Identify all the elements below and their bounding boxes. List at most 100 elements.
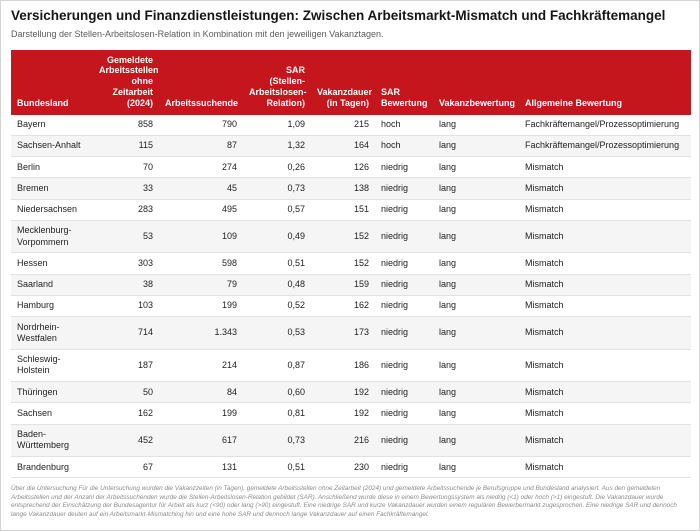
value-cell: 0,87: [287, 359, 305, 370]
value-cell: 0,51: [287, 257, 305, 268]
value-cell: Mismatch: [525, 386, 564, 397]
value-cell: 84: [226, 386, 237, 397]
value-cell: Mismatch: [525, 434, 564, 445]
value-cell: 0,26: [287, 161, 305, 172]
value-cell: 79: [226, 279, 237, 290]
value-cell: 199: [221, 300, 237, 311]
value-cell: 186: [353, 359, 369, 370]
value-cell: niedrig: [381, 359, 409, 370]
value-cell: lang: [439, 407, 457, 418]
value-cell: lang: [439, 230, 457, 241]
bundesland-cell: Thüringen: [17, 386, 58, 397]
table-row: Nordrhein-Westfalen 714 1.343 0,53 173 niedri…: [11, 316, 691, 350]
value-cell: lang: [439, 300, 457, 311]
value-cell: 87: [226, 140, 237, 151]
value-cell: niedrig: [381, 461, 409, 472]
value-cell: 138: [353, 182, 369, 193]
value-cell: lang: [439, 204, 457, 215]
value-cell: 103: [137, 300, 153, 311]
value-cell: 109: [221, 230, 237, 241]
value-cell: 283: [137, 204, 153, 215]
value-cell: 50: [142, 386, 153, 397]
value-cell: Mismatch: [525, 359, 564, 370]
table-row: Sachsen 162 199 0,81 192 niedrig lang Mismatch: [11, 403, 691, 425]
value-cell: 1,09: [287, 119, 305, 130]
bundesland-data-table: Bundesland Gemeldete Arbeitsstellen ohne …: [11, 49, 691, 479]
table-row: Brandenburg 67 131 0,51 230 niedrig lang Mismat…: [11, 457, 691, 478]
value-cell: 714: [137, 327, 153, 338]
value-cell: Mismatch: [525, 300, 564, 311]
value-cell: 45: [226, 182, 237, 193]
value-cell: 162: [137, 407, 153, 418]
value-cell: 598: [221, 257, 237, 268]
column-header: Gemeldete Arbeitsstellen ohne Zeitarbeit…: [93, 49, 159, 115]
value-cell: Mismatch: [525, 161, 564, 172]
column-header: Vakanzdauer (in Tagen): [311, 49, 375, 115]
value-cell: 215: [353, 119, 369, 130]
value-cell: niedrig: [381, 161, 409, 172]
bundesland-cell: Berlin: [17, 161, 41, 172]
value-cell: 164: [353, 140, 369, 151]
value-cell: 0,60: [287, 386, 305, 397]
value-cell: 192: [353, 407, 369, 418]
value-cell: 214: [221, 359, 237, 370]
value-cell: niedrig: [381, 434, 409, 445]
value-cell: 192: [353, 386, 369, 397]
value-cell: 131: [221, 461, 237, 472]
value-cell: lang: [439, 461, 457, 472]
column-header: Bundesland: [11, 49, 93, 115]
value-cell: 858: [137, 119, 153, 130]
value-cell: lang: [439, 119, 457, 130]
value-cell: lang: [439, 257, 457, 268]
value-cell: 159: [353, 279, 369, 290]
value-cell: 115: [138, 140, 153, 151]
value-cell: Mismatch: [525, 461, 564, 472]
table-row: Saarland 38 79 0,48 159 niedrig lang Mismatch: [11, 274, 691, 296]
bundesland-cell: Hamburg: [17, 300, 55, 311]
value-cell: 0,52: [287, 300, 305, 311]
bundesland-cell: Bayern: [17, 119, 46, 130]
value-cell: 790: [221, 119, 237, 130]
bundesland-cell: Bremen: [17, 182, 49, 193]
value-cell: hoch: [381, 119, 401, 130]
value-cell: 0,81: [287, 407, 305, 418]
value-cell: niedrig: [381, 182, 409, 193]
value-cell: 53: [142, 230, 153, 241]
bundesland-cell: Brandenburg: [17, 461, 70, 472]
table-row: Bremen 33 45 0,73 138 niedrig lang Mismatch: [11, 177, 691, 200]
value-cell: Mismatch: [525, 230, 564, 241]
value-cell: Mismatch: [525, 257, 564, 268]
table-header-row: Bundesland Gemeldete Arbeitsstellen ohne …: [11, 49, 691, 115]
table-row: Hamburg 103 199 0,52 162 niedrig lang Mismatch: [11, 295, 691, 317]
value-cell: lang: [439, 161, 457, 172]
value-cell: 187: [137, 359, 153, 370]
table-row: Mecklenburg-Vorpommern 53 109 0,49 152 niedri…: [11, 220, 691, 253]
value-cell: niedrig: [381, 230, 409, 241]
table-row: Berlin 70 274 0,26 126 niedrig lang Mismatch: [11, 157, 691, 178]
table-row: Thüringen 50 84 0,60 192 niedrig lang Mismatch: [11, 381, 691, 403]
value-cell: 152: [353, 230, 369, 241]
value-cell: Mismatch: [525, 279, 564, 290]
value-cell: 33: [142, 182, 153, 193]
value-cell: 230: [353, 461, 369, 472]
value-cell: 126: [353, 161, 369, 172]
value-cell: Fachkräftemangel/Prozessoptimierung: [525, 140, 680, 151]
table-row: Baden-Württemberg 452 617 0,73 216 niedrig lan…: [11, 424, 691, 457]
bundesland-cell: Saarland: [17, 279, 54, 290]
value-cell: 0,57: [287, 204, 305, 215]
value-cell: 0,73: [287, 434, 305, 445]
value-cell: 303: [137, 257, 153, 268]
bundesland-cell: Schleswig-Holstein: [17, 354, 61, 376]
bundesland-cell: Nordrhein-Westfalen: [17, 321, 60, 343]
table-row: Hessen 303 598 0,51 152 niedrig lang Mismatch: [11, 253, 691, 275]
value-cell: lang: [439, 386, 457, 397]
bundesland-cell: Niedersachsen: [17, 204, 78, 215]
bundesland-cell: Mecklenburg-Vorpommern: [17, 225, 72, 247]
value-cell: niedrig: [381, 386, 409, 397]
methodology-note: Über die Untersuchung Für die Untersuchu…: [11, 485, 677, 518]
value-cell: 0,48: [287, 279, 305, 290]
value-cell: 1,32: [287, 140, 305, 151]
value-cell: 0,73: [287, 182, 305, 193]
value-cell: lang: [439, 140, 457, 151]
